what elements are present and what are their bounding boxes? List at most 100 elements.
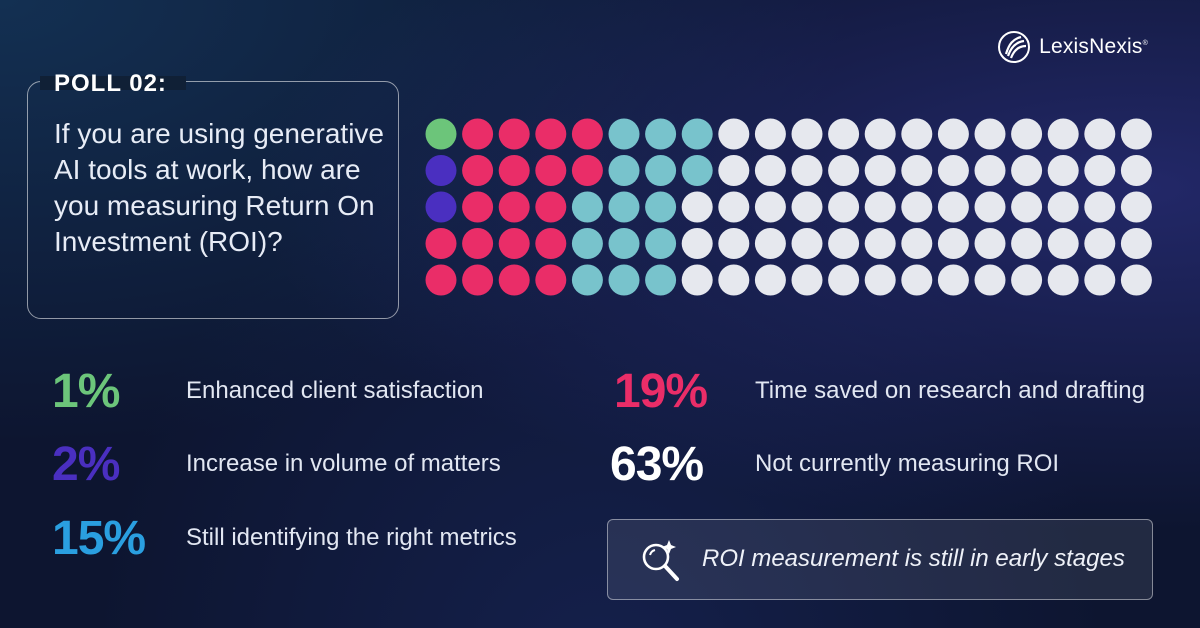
waffle-dot	[571, 155, 603, 186]
waffle-dot	[681, 118, 713, 150]
poll-box	[27, 81, 399, 319]
waffle-dot	[571, 264, 603, 296]
waffle-dot	[754, 155, 786, 186]
waffle-dot	[864, 264, 896, 296]
waffle-dot	[645, 264, 677, 296]
waffle-dot	[828, 155, 860, 186]
waffle-dot	[1011, 264, 1043, 296]
waffle-dot	[1084, 228, 1116, 259]
waffle-dot	[937, 155, 969, 186]
waffle-dot	[718, 155, 750, 186]
waffle-dot	[864, 118, 896, 150]
waffle-dot	[937, 264, 969, 296]
waffle-dot	[901, 264, 933, 296]
waffle-dot	[498, 228, 530, 259]
waffle-dot	[1011, 228, 1043, 259]
waffle-dot	[425, 228, 457, 259]
poll-label-background	[40, 76, 186, 90]
legend-label: Time saved on research and drafting	[755, 377, 1145, 404]
waffle-dot	[1084, 264, 1116, 296]
waffle-dot	[425, 264, 457, 296]
legend-percent: 15%	[52, 512, 146, 565]
waffle-dot	[425, 191, 457, 223]
waffle-dot	[901, 155, 933, 186]
waffle-dot	[1120, 264, 1152, 296]
waffle-dot	[608, 118, 640, 150]
waffle-dot	[828, 191, 860, 223]
legend-label: Increase in volume of matters	[186, 450, 501, 477]
callout-box: ROI measurement is still in early stages	[607, 519, 1153, 600]
waffle-dot	[1120, 228, 1152, 259]
waffle-dot	[864, 228, 896, 259]
legend-percent: 2%	[52, 438, 120, 491]
waffle-dot	[1047, 118, 1079, 150]
waffle-dot	[535, 264, 567, 296]
waffle-dot	[791, 264, 823, 296]
lexisnexis-logo: LexisNexis®	[997, 30, 1148, 64]
legend-label: Enhanced client satisfaction	[186, 377, 484, 404]
waffle-dot	[498, 155, 530, 186]
lexisnexis-emblem-icon	[998, 31, 1031, 63]
callout-text: ROI measurement is still in early stages	[702, 545, 1125, 572]
waffle-dot	[828, 264, 860, 296]
waffle-dot	[645, 155, 677, 186]
legend-percent: 19%	[614, 365, 708, 418]
waffle-dot	[901, 191, 933, 223]
waffle-dot	[754, 264, 786, 296]
waffle-dot	[681, 228, 713, 259]
waffle-dot	[1084, 191, 1116, 223]
waffle-dot	[974, 191, 1006, 223]
waffle-dot	[1120, 191, 1152, 223]
waffle-dot	[462, 155, 494, 186]
waffle-dot	[571, 191, 603, 223]
waffle-dot	[754, 191, 786, 223]
waffle-dot	[645, 228, 677, 259]
waffle-dot	[681, 191, 713, 223]
waffle-dot	[754, 228, 786, 259]
waffle-dot	[681, 264, 713, 296]
waffle-dot	[791, 191, 823, 223]
waffle-dot	[791, 228, 823, 259]
poll-label: POLL 02:	[54, 70, 167, 97]
waffle-dot	[681, 155, 713, 186]
waffle-dot	[974, 228, 1006, 259]
waffle-dot	[1047, 264, 1079, 296]
legend-percent: 1%	[52, 365, 120, 418]
waffle-dot	[937, 191, 969, 223]
waffle-dot	[1011, 118, 1043, 150]
waffle-dot	[425, 155, 457, 186]
waffle-dot	[608, 191, 640, 223]
waffle-dot	[974, 118, 1006, 150]
magnifier-sparkle-icon	[642, 540, 679, 581]
waffle-dot	[1120, 118, 1152, 150]
waffle-dot	[1120, 155, 1152, 186]
waffle-dot	[571, 118, 603, 150]
waffle-dot	[645, 118, 677, 150]
waffle-dot	[498, 264, 530, 296]
waffle-dot	[718, 118, 750, 150]
waffle-dot	[498, 118, 530, 150]
waffle-dot	[864, 155, 896, 186]
waffle-dot	[645, 191, 677, 223]
brand-name: LexisNexis®	[1039, 35, 1148, 58]
waffle-dot	[1047, 228, 1079, 259]
poll-question: If you are using generative AI tools at …	[54, 118, 384, 257]
waffle-dot	[718, 228, 750, 259]
waffle-dot	[828, 118, 860, 150]
waffle-dot	[901, 228, 933, 259]
waffle-dot	[462, 191, 494, 223]
legend-label: Still identifying the right metrics	[186, 524, 517, 551]
waffle-dot	[937, 228, 969, 259]
waffle-dot	[608, 155, 640, 186]
waffle-dot	[791, 118, 823, 150]
waffle-dot	[462, 264, 494, 296]
waffle-dot	[901, 118, 933, 150]
waffle-dot	[1047, 155, 1079, 186]
waffle-dot	[1084, 118, 1116, 150]
waffle-dot	[828, 228, 860, 259]
waffle-dot	[462, 228, 494, 259]
waffle-dot	[974, 264, 1006, 296]
waffle-dot	[718, 191, 750, 223]
waffle-dot	[937, 118, 969, 150]
waffle-dot	[462, 118, 494, 150]
